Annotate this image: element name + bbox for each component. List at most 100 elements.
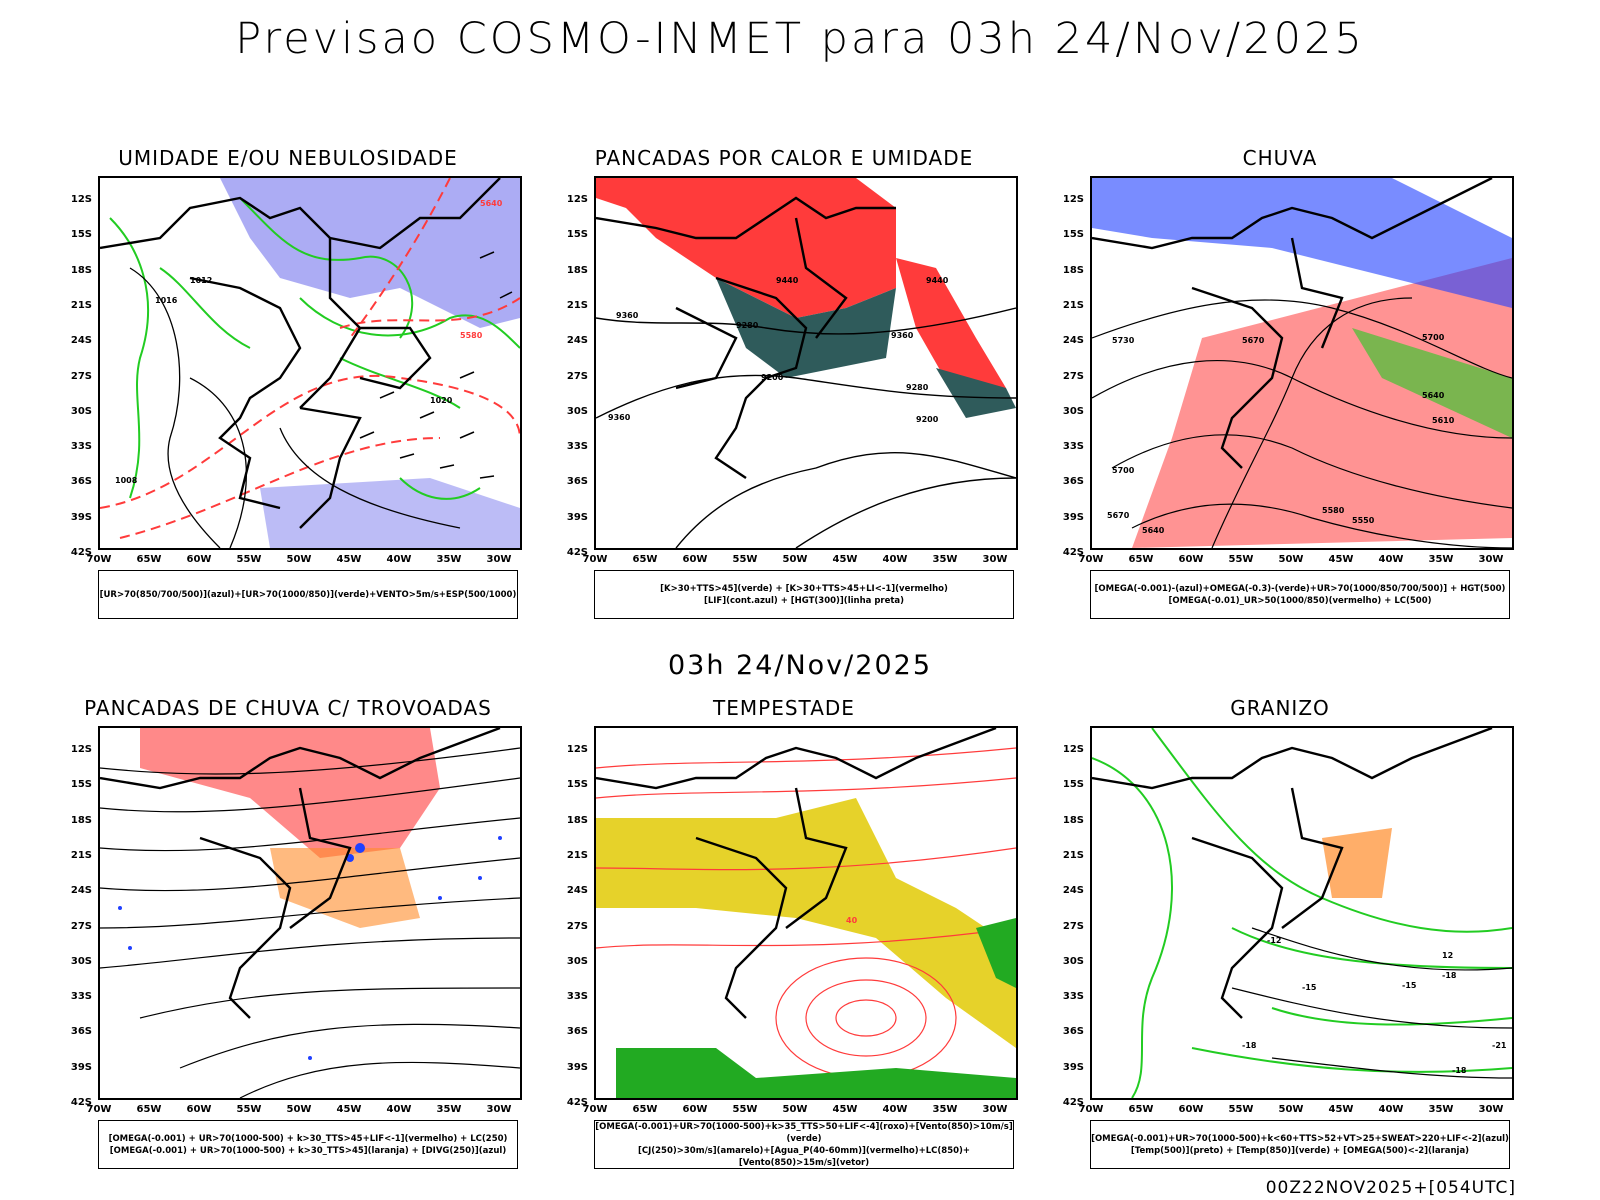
lon-tick-label: 35W [436, 554, 462, 565]
map-rain: 5730 5700 5670 5640 5610 5580 5550 5700 … [1090, 176, 1514, 550]
contour-label: 9200 [916, 415, 939, 424]
lon-tick-label: 40W [386, 554, 412, 565]
legend-line: [K>30+TTS>45](verde) + [K>30+TTS>45+LI<-… [660, 583, 948, 594]
divergence-blue-dots [118, 836, 502, 1060]
map-svg: 40 [596, 728, 1016, 1098]
contour-label: 9360 [891, 331, 914, 340]
wind850-green-area [616, 918, 1016, 1098]
lat-tick-label: 21S [1062, 299, 1084, 311]
lat-tick-label: 21S [70, 299, 92, 311]
humidity-blue-area [220, 178, 520, 328]
map-svg: 9440 9360 9280 9200 9440 9360 9280 9200 … [596, 178, 1016, 548]
panel-heat-showers: PANCADAS POR CALOR E UMIDADE 9440 9360 [554, 146, 1018, 646]
legend-line: [LIF](cont.azul) + [HGT(300)](linha pret… [703, 595, 905, 606]
contour-label: 40 [846, 916, 858, 925]
lat-tick-label: 18S [1062, 264, 1084, 276]
lon-tick-label: 45W [1328, 554, 1354, 565]
lon-tick-label: 65W [136, 1104, 162, 1115]
lon-tick-label: 65W [632, 554, 658, 565]
map-humidity: 1012 1016 1020 1008 5640 5580 [98, 176, 522, 550]
contour-label: 1016 [155, 296, 178, 305]
panel-storm: TEMPESTADE 40 [554, 696, 1018, 1196]
lat-tick-label: 18S [70, 814, 92, 826]
hgt300-contours [596, 307, 1016, 548]
lat-tick-label: 27S [1062, 370, 1084, 382]
lat-tick-label: 33S [566, 441, 588, 453]
map-svg: 12 -15 -18 -21 -15 -18 -12 -18 [1092, 728, 1512, 1098]
lat-tick-label: 27S [70, 920, 92, 932]
lon-tick-label: 65W [1128, 554, 1154, 565]
lat-tick-label: 42S [1062, 547, 1084, 558]
map-hail: 12 -15 -18 -21 -15 -18 -12 -18 [1090, 726, 1514, 1100]
lon-tick-label: 55W [732, 1104, 758, 1115]
contour-label: -15 [1302, 983, 1317, 992]
hgt500-contours [1092, 297, 1512, 548]
legend-line: [OMEGA(-0.001) + UR>70(1000-500) + k>30_… [109, 1145, 507, 1156]
legend-line: [CJ(250)>30m/s](amarelo)+[Agua_P(40-60mm… [637, 1145, 971, 1168]
lat-tick-label: 33S [70, 991, 92, 1003]
contour-label: 5640 [480, 199, 503, 208]
lat-tick-label: 12S [70, 194, 92, 205]
panel-humidity: UMIDADE E/OU NEBULOSIDADE [58, 146, 522, 646]
panel-title: GRANIZO [1230, 696, 1330, 720]
lat-tick-label: 12S [1062, 194, 1084, 205]
lon-tick-label: 45W [336, 1104, 362, 1115]
lon-tick-label: 45W [336, 554, 362, 565]
lon-tick-label: 35W [932, 554, 958, 565]
lat-tick-label: 18S [566, 814, 588, 826]
contour-label: 9440 [926, 276, 949, 285]
humidity-blue-area-south [260, 478, 520, 548]
lon-tick-label: 70W [582, 554, 608, 565]
lat-tick-label: 24S [70, 885, 92, 897]
map-svg: 1012 1016 1020 1008 5640 5580 [100, 178, 520, 548]
lat-tick-label: 18S [566, 264, 588, 276]
country-borders [1092, 728, 1493, 1019]
lon-tick-label: 50W [1278, 1104, 1304, 1115]
contour-label: 5580 [1322, 506, 1345, 515]
contour-label: 1008 [115, 476, 138, 485]
map-thunder-showers [98, 726, 522, 1100]
lat-tick-label: 33S [1062, 991, 1084, 1003]
instability-red-area [596, 178, 896, 318]
wind-vectors [359, 251, 513, 479]
contour-label: -21 [1492, 1041, 1507, 1050]
legend-box: [K>30+TTS>45](verde) + [K>30+TTS>45+LI<-… [594, 570, 1014, 619]
temp500-contours [1231, 927, 1512, 1079]
lat-tick-label: 27S [70, 370, 92, 382]
lat-tick-label: 42S [70, 547, 92, 558]
lat-tick-label: 15S [566, 229, 588, 241]
legend-line: [OMEGA(-0.01)_UR>50(1000/850)(vermelho) … [1168, 595, 1432, 606]
contour-label: 9360 [616, 311, 639, 320]
pressure-contours [129, 267, 461, 548]
country-borders [596, 728, 997, 1019]
lat-tick-label: 36S [1062, 1026, 1084, 1038]
legend-line: [OMEGA(-0.001)-(azul)+OMEGA(-0.3)-(verde… [1094, 583, 1506, 594]
panel-title: UMIDADE E/OU NEBULOSIDADE [118, 146, 458, 170]
contour-label: 5610 [1432, 416, 1455, 425]
lat-tick-label: 30S [566, 405, 588, 417]
country-borders [100, 728, 501, 1019]
lon-tick-label: 70W [86, 554, 112, 565]
lon-tick-label: 70W [1078, 1104, 1104, 1115]
lat-tick-label: 21S [566, 299, 588, 311]
contour-label: 5670 [1242, 336, 1265, 345]
legend-box: [OMEGA(-0.001)+UR>70(1000-500)+k<60+TTS>… [1090, 1120, 1510, 1169]
contour-label: 9280 [736, 321, 759, 330]
lon-tick-label: 60W [682, 554, 708, 565]
lat-tick-label: 39S [70, 511, 92, 523]
contour-label: 12 [1442, 951, 1453, 960]
lon-tick-label: 40W [1378, 554, 1404, 565]
lon-tick-label: 30W [486, 554, 512, 565]
lat-tick-label: 39S [1062, 511, 1084, 523]
lon-tick-label: 35W [1428, 554, 1454, 565]
lon-tick-label: 40W [386, 1104, 412, 1115]
lat-tick-label: 15S [70, 779, 92, 791]
contour-label: 5730 [1112, 336, 1135, 345]
contour-label: 5700 [1112, 466, 1135, 475]
lat-tick-label: 27S [566, 920, 588, 932]
contour-label: -18 [1242, 1041, 1257, 1050]
legend-line: [OMEGA(-0.001)+UR>70(1000-500)+k<60+TTS>… [1091, 1133, 1509, 1144]
lon-tick-label: 60W [186, 1104, 212, 1115]
contour-label: -15 [1402, 981, 1417, 990]
lat-tick-label: 24S [566, 885, 588, 897]
